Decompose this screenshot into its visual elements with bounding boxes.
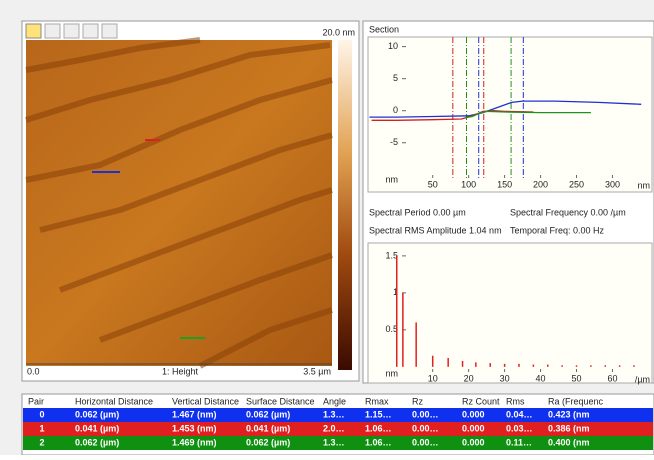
x-tick-label: 200 bbox=[533, 179, 548, 189]
temporal-freq: Temporal Freq: 0.00 Hz bbox=[510, 225, 605, 235]
x-tick-label: 100 bbox=[461, 179, 476, 189]
x-tick-label: 20 bbox=[464, 373, 474, 383]
x-tick-label: 30 bbox=[500, 373, 510, 383]
table-cell: 0.03… bbox=[506, 423, 533, 433]
y-tick-label: 0 bbox=[393, 105, 398, 115]
column-header: Rms bbox=[506, 396, 525, 406]
table-cell: 2.0… bbox=[323, 423, 345, 433]
column-header: Pair bbox=[28, 396, 44, 406]
table-cell: 0.00… bbox=[412, 423, 439, 433]
column-header: Rmax bbox=[365, 396, 389, 406]
table-cell: 0.000 bbox=[462, 409, 485, 419]
toolbar bbox=[26, 24, 117, 38]
x-unit: /µm bbox=[635, 374, 650, 384]
table-cell: 1.06… bbox=[365, 423, 392, 433]
table-cell: 0.000 bbox=[462, 423, 485, 433]
column-header: Ra (Frequenc bbox=[548, 396, 604, 406]
column-header: Angle bbox=[323, 396, 346, 406]
table-cell: 0.11… bbox=[506, 437, 532, 447]
y-tick-label: 10 bbox=[388, 41, 398, 51]
x-tick-label: 60 bbox=[607, 373, 617, 383]
channel-label: 1: Height bbox=[162, 366, 199, 376]
tool-button[interactable] bbox=[45, 24, 60, 38]
table-cell: 2 bbox=[39, 437, 44, 447]
column-header: Horizontal Distance bbox=[75, 396, 153, 406]
table-cell: 0.041 (µm) bbox=[246, 423, 290, 433]
table-cell: 0.041 (µm) bbox=[75, 423, 119, 433]
x-tick-label: 250 bbox=[569, 179, 584, 189]
color-bar bbox=[338, 40, 352, 370]
screenshot: 20.0 nm 0.0 1: Height 3.5 µm Section Spe… bbox=[0, 0, 654, 455]
table-cell: 0.062 (µm) bbox=[246, 409, 290, 419]
y-unit: nm bbox=[385, 174, 398, 184]
x-tick-label: 150 bbox=[497, 179, 512, 189]
table-cell: 0.423 (nm bbox=[548, 409, 590, 419]
table-cell: 0.00… bbox=[412, 409, 439, 419]
tool-button[interactable] bbox=[83, 24, 98, 38]
column-header: Vertical Distance bbox=[172, 396, 239, 406]
spectral-frequency: Spectral Frequency 0.00 /µm bbox=[510, 207, 626, 217]
x-unit: nm bbox=[637, 180, 650, 190]
table-cell: 0.386 (nm bbox=[548, 423, 590, 433]
table-cell: 0.062 (µm) bbox=[246, 437, 290, 447]
scale-max: 20.0 nm bbox=[322, 27, 355, 37]
tool-button[interactable] bbox=[26, 24, 41, 38]
x-start: 0.0 bbox=[27, 366, 40, 376]
spectrum-plot bbox=[368, 243, 652, 383]
x-tick-label: 50 bbox=[428, 179, 438, 189]
table-cell: 1.469 (nm) bbox=[172, 437, 217, 447]
column-header: Rz Count bbox=[462, 396, 500, 406]
table-cell: 0.062 (µm) bbox=[75, 437, 119, 447]
column-header: Rz bbox=[412, 396, 423, 406]
x-end: 3.5 µm bbox=[303, 366, 331, 376]
tool-button[interactable] bbox=[102, 24, 117, 38]
table-cell: 1.3… bbox=[323, 409, 345, 419]
table-cell: 1.06… bbox=[365, 437, 392, 447]
x-tick-label: 50 bbox=[571, 373, 581, 383]
table-cell: 0.04… bbox=[506, 409, 533, 419]
x-tick-label: 10 bbox=[428, 373, 438, 383]
table-cell: 0.062 (µm) bbox=[75, 409, 119, 419]
spectral-period: Spectral Period 0.00 µm bbox=[369, 207, 466, 217]
tool-button[interactable] bbox=[64, 24, 79, 38]
table-cell: 0.00… bbox=[412, 437, 439, 447]
table-cell: 1.15… bbox=[365, 409, 392, 419]
table-cell: 0 bbox=[39, 409, 44, 419]
spectral-rms: Spectral RMS Amplitude 1.04 nm bbox=[369, 225, 502, 235]
table-cell: 0.400 (nm bbox=[548, 437, 590, 447]
section-plot bbox=[368, 37, 652, 192]
y-unit: nm bbox=[385, 368, 398, 378]
x-tick-label: 300 bbox=[605, 179, 620, 189]
table-cell: 1.3… bbox=[323, 437, 345, 447]
y-tick-label: -5 bbox=[390, 137, 398, 147]
x-tick-label: 40 bbox=[536, 373, 546, 383]
table-cell: 1.467 (nm) bbox=[172, 409, 217, 419]
table-cell: 0.000 bbox=[462, 437, 485, 447]
y-tick-label: 5 bbox=[393, 73, 398, 83]
column-header: Surface Distance bbox=[246, 396, 315, 406]
table-cell: 1.453 (nm) bbox=[172, 423, 217, 433]
table-cell: 1 bbox=[39, 423, 44, 433]
table-body: Pair Horizontal Distance Vertical Distance… bbox=[23, 396, 653, 450]
section-title: Section bbox=[369, 24, 399, 34]
